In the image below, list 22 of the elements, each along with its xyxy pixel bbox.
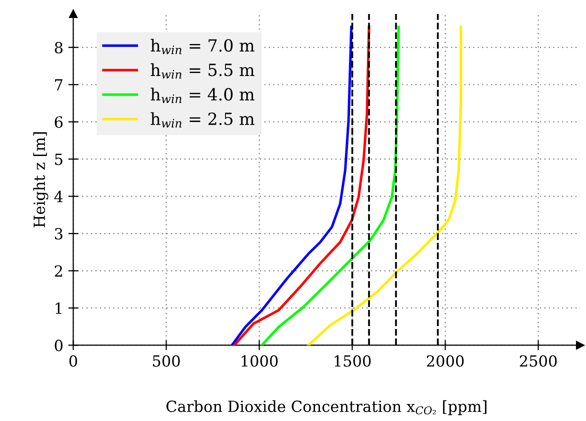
x-tick-label: 1500 bbox=[334, 355, 371, 367]
y-tick-label: 4 bbox=[54, 190, 63, 202]
legend-label: h$_{win}$ = 5.5 m bbox=[150, 63, 254, 79]
line-series bbox=[307, 26, 462, 346]
y-tick-label: 3 bbox=[54, 228, 62, 240]
x-tick-label: 1000 bbox=[242, 355, 278, 367]
legend-label: h$_{win}$ = 2.5 m bbox=[150, 112, 254, 128]
y-tick-label: 6 bbox=[54, 116, 63, 128]
y-tick-label: 5 bbox=[55, 154, 62, 166]
legend-label: h$_{win}$ = 4.0 m bbox=[150, 88, 254, 104]
x-axis-title: Carbon Dioxide Concentration x$_{CO₂}$ [ppm] bbox=[166, 400, 486, 416]
y-tick-label: 8 bbox=[54, 42, 62, 54]
x-tick-label: 2500 bbox=[520, 355, 557, 367]
y-tick-label: 2 bbox=[54, 265, 62, 277]
y-tick-label: 7 bbox=[55, 79, 62, 90]
y-tick-label: 1 bbox=[56, 302, 62, 314]
x-tick-label: 0 bbox=[69, 355, 78, 367]
x-tick-label: 2000 bbox=[426, 355, 464, 367]
y-tick-label: 0 bbox=[54, 340, 63, 352]
x-tick-label: 500 bbox=[152, 355, 180, 367]
y-axis-title: Height z [m] bbox=[33, 132, 48, 228]
legend-label: h$_{win}$ = 7.0 m bbox=[150, 38, 254, 54]
